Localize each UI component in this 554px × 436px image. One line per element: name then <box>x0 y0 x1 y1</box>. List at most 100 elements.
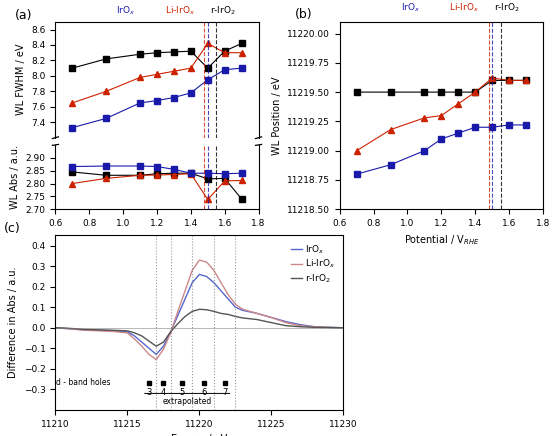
Y-axis label: WL Abs / a.u.: WL Abs / a.u. <box>10 145 20 209</box>
r-IrO$_2$ <box>211 309 217 314</box>
Text: Li-IrO$_x$: Li-IrO$_x$ <box>165 5 195 17</box>
r-IrO$_2$ <box>167 329 174 334</box>
Text: d - band holes: d - band holes <box>55 378 110 387</box>
IrO$_x$ <box>203 274 210 279</box>
r-IrO$_2$ <box>160 340 167 345</box>
Li-IrO$_x$ <box>232 302 239 307</box>
Text: (a): (a) <box>15 10 32 23</box>
r-IrO$_2$ <box>268 320 275 325</box>
Line: r-IrO$_2$: r-IrO$_2$ <box>55 309 343 346</box>
Li-IrO$_x$ <box>189 268 196 273</box>
r-IrO$_2$ <box>138 334 145 339</box>
Li-IrO$_x$ <box>203 259 210 265</box>
r-IrO$_2$ <box>326 325 332 330</box>
X-axis label: Energy / eV: Energy / eV <box>171 434 228 436</box>
r-IrO$_2$ <box>203 307 210 312</box>
IrO$_x$ <box>66 326 73 331</box>
Li-IrO$_x$ <box>124 330 131 336</box>
X-axis label: Potential / V$_{RHE}$: Potential / V$_{RHE}$ <box>404 234 479 247</box>
r-IrO$_2$ <box>146 338 152 344</box>
r-IrO$_2$ <box>225 312 232 317</box>
r-IrO$_2$ <box>95 327 102 332</box>
IrO$_x$ <box>182 296 188 302</box>
Li-IrO$_x$ <box>131 337 138 342</box>
r-IrO$_2$ <box>182 314 188 319</box>
Li-IrO$_x$ <box>225 292 232 297</box>
r-IrO$_2$ <box>131 330 138 336</box>
IrO$_x$ <box>124 329 131 334</box>
Li-IrO$_x$ <box>146 352 152 357</box>
Li-IrO$_x$ <box>218 280 224 285</box>
Line: Li-IrO$_x$: Li-IrO$_x$ <box>55 260 343 360</box>
Li-IrO$_x$ <box>138 344 145 349</box>
Y-axis label: WL Position / eV: WL Position / eV <box>271 76 281 155</box>
IrO$_x$ <box>239 308 246 313</box>
Y-axis label: WL FWHM / eV: WL FWHM / eV <box>16 44 25 116</box>
Text: 3: 3 <box>146 388 152 397</box>
IrO$_x$ <box>189 280 196 285</box>
IrO$_x$ <box>52 325 59 330</box>
IrO$_x$ <box>167 329 174 334</box>
r-IrO$_2$ <box>232 314 239 319</box>
Text: r-IrO$_2$: r-IrO$_2$ <box>494 2 520 14</box>
r-IrO$_2$ <box>297 324 304 329</box>
IrO$_x$ <box>95 327 102 333</box>
IrO$_x$ <box>110 328 116 334</box>
Li-IrO$_x$ <box>326 325 332 330</box>
Li-IrO$_x$ <box>81 327 88 333</box>
Li-IrO$_x$ <box>110 329 116 334</box>
IrO$_x$ <box>232 305 239 310</box>
Text: IrO$_x$: IrO$_x$ <box>401 2 420 14</box>
IrO$_x$ <box>138 340 145 345</box>
Text: 5: 5 <box>179 388 185 397</box>
Li-IrO$_x$ <box>182 288 188 293</box>
r-IrO$_2$ <box>283 323 289 328</box>
Li-IrO$_x$ <box>283 320 289 325</box>
r-IrO$_2$ <box>196 307 203 312</box>
r-IrO$_2$ <box>239 315 246 320</box>
IrO$_x$ <box>254 311 260 316</box>
Text: (b): (b) <box>295 8 312 21</box>
Text: extrapolated: extrapolated <box>162 396 212 405</box>
Li-IrO$_x$ <box>95 328 102 334</box>
IrO$_x$ <box>326 325 332 330</box>
r-IrO$_2$ <box>153 344 160 349</box>
r-IrO$_2$ <box>340 325 347 330</box>
IrO$_x$ <box>196 272 203 277</box>
Li-IrO$_x$ <box>211 268 217 273</box>
IrO$_x$ <box>297 322 304 327</box>
r-IrO$_2$ <box>81 327 88 332</box>
Li-IrO$_x$ <box>196 257 203 262</box>
Li-IrO$_x$ <box>153 357 160 362</box>
Li-IrO$_x$ <box>268 315 275 320</box>
Li-IrO$_x$ <box>340 325 347 330</box>
Li-IrO$_x$ <box>175 309 181 314</box>
IrO$_x$ <box>81 327 88 332</box>
Line: IrO$_x$: IrO$_x$ <box>55 274 343 354</box>
IrO$_x$ <box>131 334 138 339</box>
r-IrO$_2$ <box>175 321 181 326</box>
r-IrO$_2$ <box>311 325 318 330</box>
Text: Li-IrO$_x$: Li-IrO$_x$ <box>449 2 480 14</box>
IrO$_x$ <box>268 315 275 320</box>
Text: IrO$_x$: IrO$_x$ <box>116 5 136 17</box>
X-axis label: Potential / V$_{RHE}$: Potential / V$_{RHE}$ <box>119 234 194 247</box>
Li-IrO$_x$ <box>254 311 260 316</box>
Li-IrO$_x$ <box>66 326 73 331</box>
IrO$_x$ <box>175 313 181 318</box>
IrO$_x$ <box>225 296 232 302</box>
Text: 4: 4 <box>161 388 166 397</box>
Text: 7: 7 <box>223 388 228 397</box>
IrO$_x$ <box>146 346 152 351</box>
r-IrO$_2$ <box>254 317 260 322</box>
Li-IrO$_x$ <box>297 323 304 328</box>
Li-IrO$_x$ <box>239 307 246 312</box>
IrO$_x$ <box>340 325 347 330</box>
Li-IrO$_x$ <box>52 325 59 330</box>
Text: r-IrO$_2$: r-IrO$_2$ <box>210 5 235 17</box>
Li-IrO$_x$ <box>311 324 318 329</box>
r-IrO$_2$ <box>52 325 59 330</box>
Li-IrO$_x$ <box>160 347 167 352</box>
Li-IrO$_x$ <box>167 330 174 336</box>
IrO$_x$ <box>311 324 318 329</box>
